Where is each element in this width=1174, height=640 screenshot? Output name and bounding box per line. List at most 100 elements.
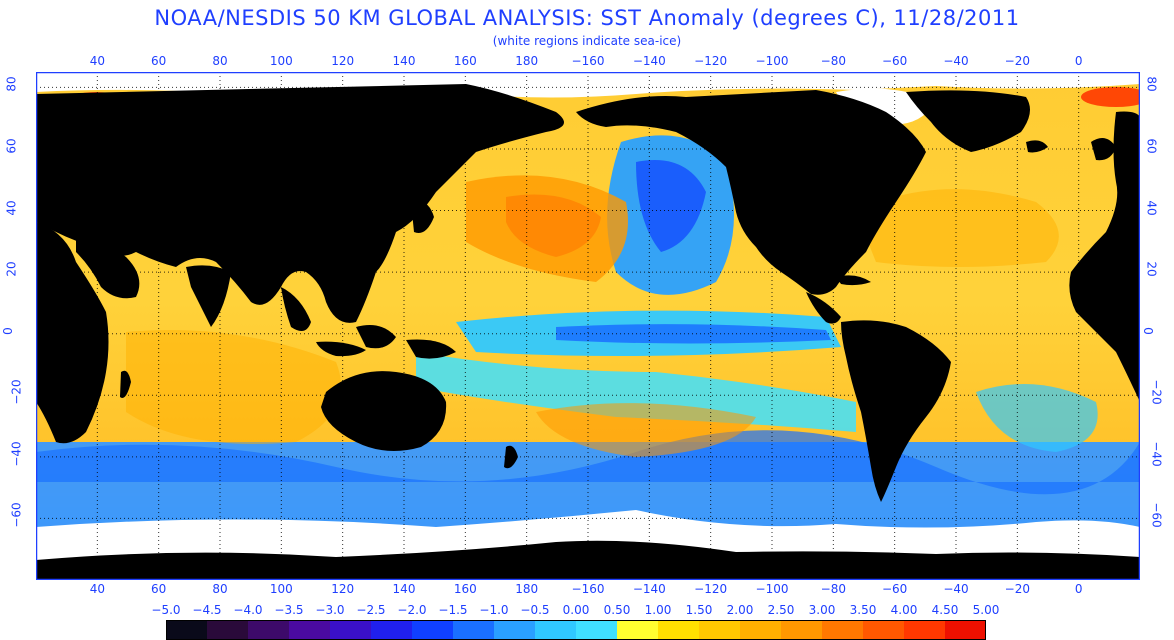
colorbar: [166, 620, 986, 640]
colorbar-swatch: [494, 620, 536, 640]
colorbar-label: 3.50: [849, 603, 877, 617]
colorbar-swatch: [207, 620, 249, 640]
bottom-longitude-tick-label: 180: [515, 582, 539, 596]
right-latitude-tick-label: 0: [1140, 326, 1155, 335]
sst-anomaly-map: [36, 72, 1140, 580]
bottom-longitude-tick-label: −160: [571, 582, 605, 596]
colorbar-swatch: [289, 620, 331, 640]
bottom-longitude-tick-label: −60: [881, 582, 908, 596]
europe-africa-east-land: [1069, 111, 1140, 403]
colorbar-label: 4.50: [931, 603, 959, 617]
top-longitude-tick-label: −120: [694, 54, 728, 68]
colorbar-swatch: [453, 620, 495, 640]
colorbar-label: 2.50: [767, 603, 795, 617]
right-latitude-tick-label: 60: [1144, 138, 1159, 154]
bottom-longitude-tick-label: −120: [694, 582, 728, 596]
top-longitude-tick-label: −60: [881, 54, 908, 68]
eurasia-land: [36, 84, 564, 323]
colorbar-swatch: [166, 620, 208, 640]
colorbar-label: −3.0: [315, 603, 345, 617]
greenland-land: [906, 90, 1030, 152]
top-longitude-tick-label: −20: [1004, 54, 1030, 68]
bottom-longitude-tick-label: 60: [151, 582, 167, 596]
map-title: NOAA/NESDIS 50 KM GLOBAL ANALYSIS: SST A…: [154, 6, 1020, 30]
colorbar-label: 2.00: [726, 603, 754, 617]
colorbar-label: 0.00: [562, 603, 590, 617]
colorbar-swatch: [781, 620, 823, 640]
colorbar-swatch: [822, 620, 864, 640]
colorbar-swatch: [371, 620, 413, 640]
colorbar-swatch: [412, 620, 454, 640]
australia-land: [321, 371, 447, 451]
colorbar-swatch: [904, 620, 946, 640]
colorbar-label: 5.00: [972, 603, 1000, 617]
bottom-longitude-tick-label: 80: [212, 582, 228, 596]
left-latitude-tick-label: 20: [4, 261, 19, 277]
right-latitude-tick-label: 80: [1144, 76, 1159, 93]
right-latitude-tick-label: −20: [1149, 379, 1164, 405]
map-subtitle: (white regions indicate sea-ice): [492, 34, 682, 48]
top-longitude-tick-label: 100: [269, 54, 293, 68]
left-latitude-tick-label: 80: [4, 76, 19, 93]
colorbar-swatch: [617, 620, 659, 640]
bottom-longitude-tick-label: −20: [1004, 582, 1030, 596]
colorbar-label: 1.00: [644, 603, 672, 617]
left-latitude-tick-label: 60: [4, 138, 19, 154]
colorbar-label: −1.5: [438, 603, 468, 617]
right-latitude-tick-label: −40: [1149, 441, 1164, 467]
africa-land: [36, 222, 109, 444]
graticule: [36, 72, 1140, 580]
left-latitude-tick-label: 0: [0, 326, 15, 335]
land-masses: [36, 84, 1140, 502]
colorbar-label: 3.00: [808, 603, 836, 617]
top-longitude-tick-label: −140: [632, 54, 666, 68]
top-longitude-tick-label: 80: [212, 54, 228, 68]
bottom-longitude-tick-label: 160: [453, 582, 477, 596]
top-longitude-tick-label: −40: [943, 54, 969, 68]
bottom-longitude-tick-label: 120: [331, 582, 355, 596]
south-america-land: [841, 320, 951, 502]
top-longitude-tick-label: 180: [515, 54, 539, 68]
colorbar-swatch: [248, 620, 290, 640]
left-latitude-tick-label: −20: [9, 379, 24, 405]
bottom-longitude-tick-label: 140: [392, 582, 416, 596]
bottom-longitude-tick-label: 100: [269, 582, 293, 596]
colorbar-label: −1.0: [479, 603, 509, 617]
left-latitude-tick-label: 40: [4, 199, 19, 216]
colorbar-label: −4.5: [192, 603, 222, 617]
colorbar-label: −4.0: [233, 603, 263, 617]
top-longitude-tick-label: 0: [1074, 54, 1083, 68]
bottom-longitude-tick-label: 40: [89, 582, 105, 596]
map-frame: [36, 72, 1140, 580]
top-longitude-tick-label: 120: [331, 54, 355, 68]
colorbar-swatch: [576, 620, 618, 640]
colorbar-label: −2.5: [356, 603, 386, 617]
left-latitude-tick-label: −40: [9, 441, 24, 467]
top-longitude-tick-label: −80: [820, 54, 846, 68]
top-longitude-tick-label: −100: [755, 54, 789, 68]
top-longitude-tick-label: 160: [453, 54, 477, 68]
colorbar-swatch: [945, 620, 986, 640]
right-latitude-tick-label: −60: [1149, 502, 1164, 529]
right-latitude-tick-label: 40: [1144, 199, 1159, 216]
colorbar-label: −2.0: [397, 603, 427, 617]
left-latitude-tick-label: −60: [9, 502, 24, 529]
colorbar-swatch: [740, 620, 782, 640]
colorbar-swatch: [863, 620, 905, 640]
right-latitude-tick-label: 20: [1144, 261, 1159, 277]
anomaly-patches: [36, 87, 1140, 537]
colorbar-label: −0.5: [520, 603, 550, 617]
top-longitude-tick-label: 40: [89, 54, 105, 68]
colorbar-swatch: [535, 620, 577, 640]
colorbar-label: 4.00: [890, 603, 918, 617]
bottom-longitude-tick-label: −80: [820, 582, 846, 596]
colorbar-swatch: [658, 620, 700, 640]
bottom-longitude-tick-label: −140: [632, 582, 666, 596]
bottom-longitude-tick-label: 0: [1074, 582, 1083, 596]
colorbar-label: −5.0: [151, 603, 181, 617]
bottom-longitude-tick-label: −40: [943, 582, 969, 596]
colorbar-label: −3.5: [274, 603, 304, 617]
top-longitude-tick-label: −160: [571, 54, 605, 68]
top-longitude-tick-label: 140: [392, 54, 416, 68]
colorbar-swatch: [699, 620, 741, 640]
